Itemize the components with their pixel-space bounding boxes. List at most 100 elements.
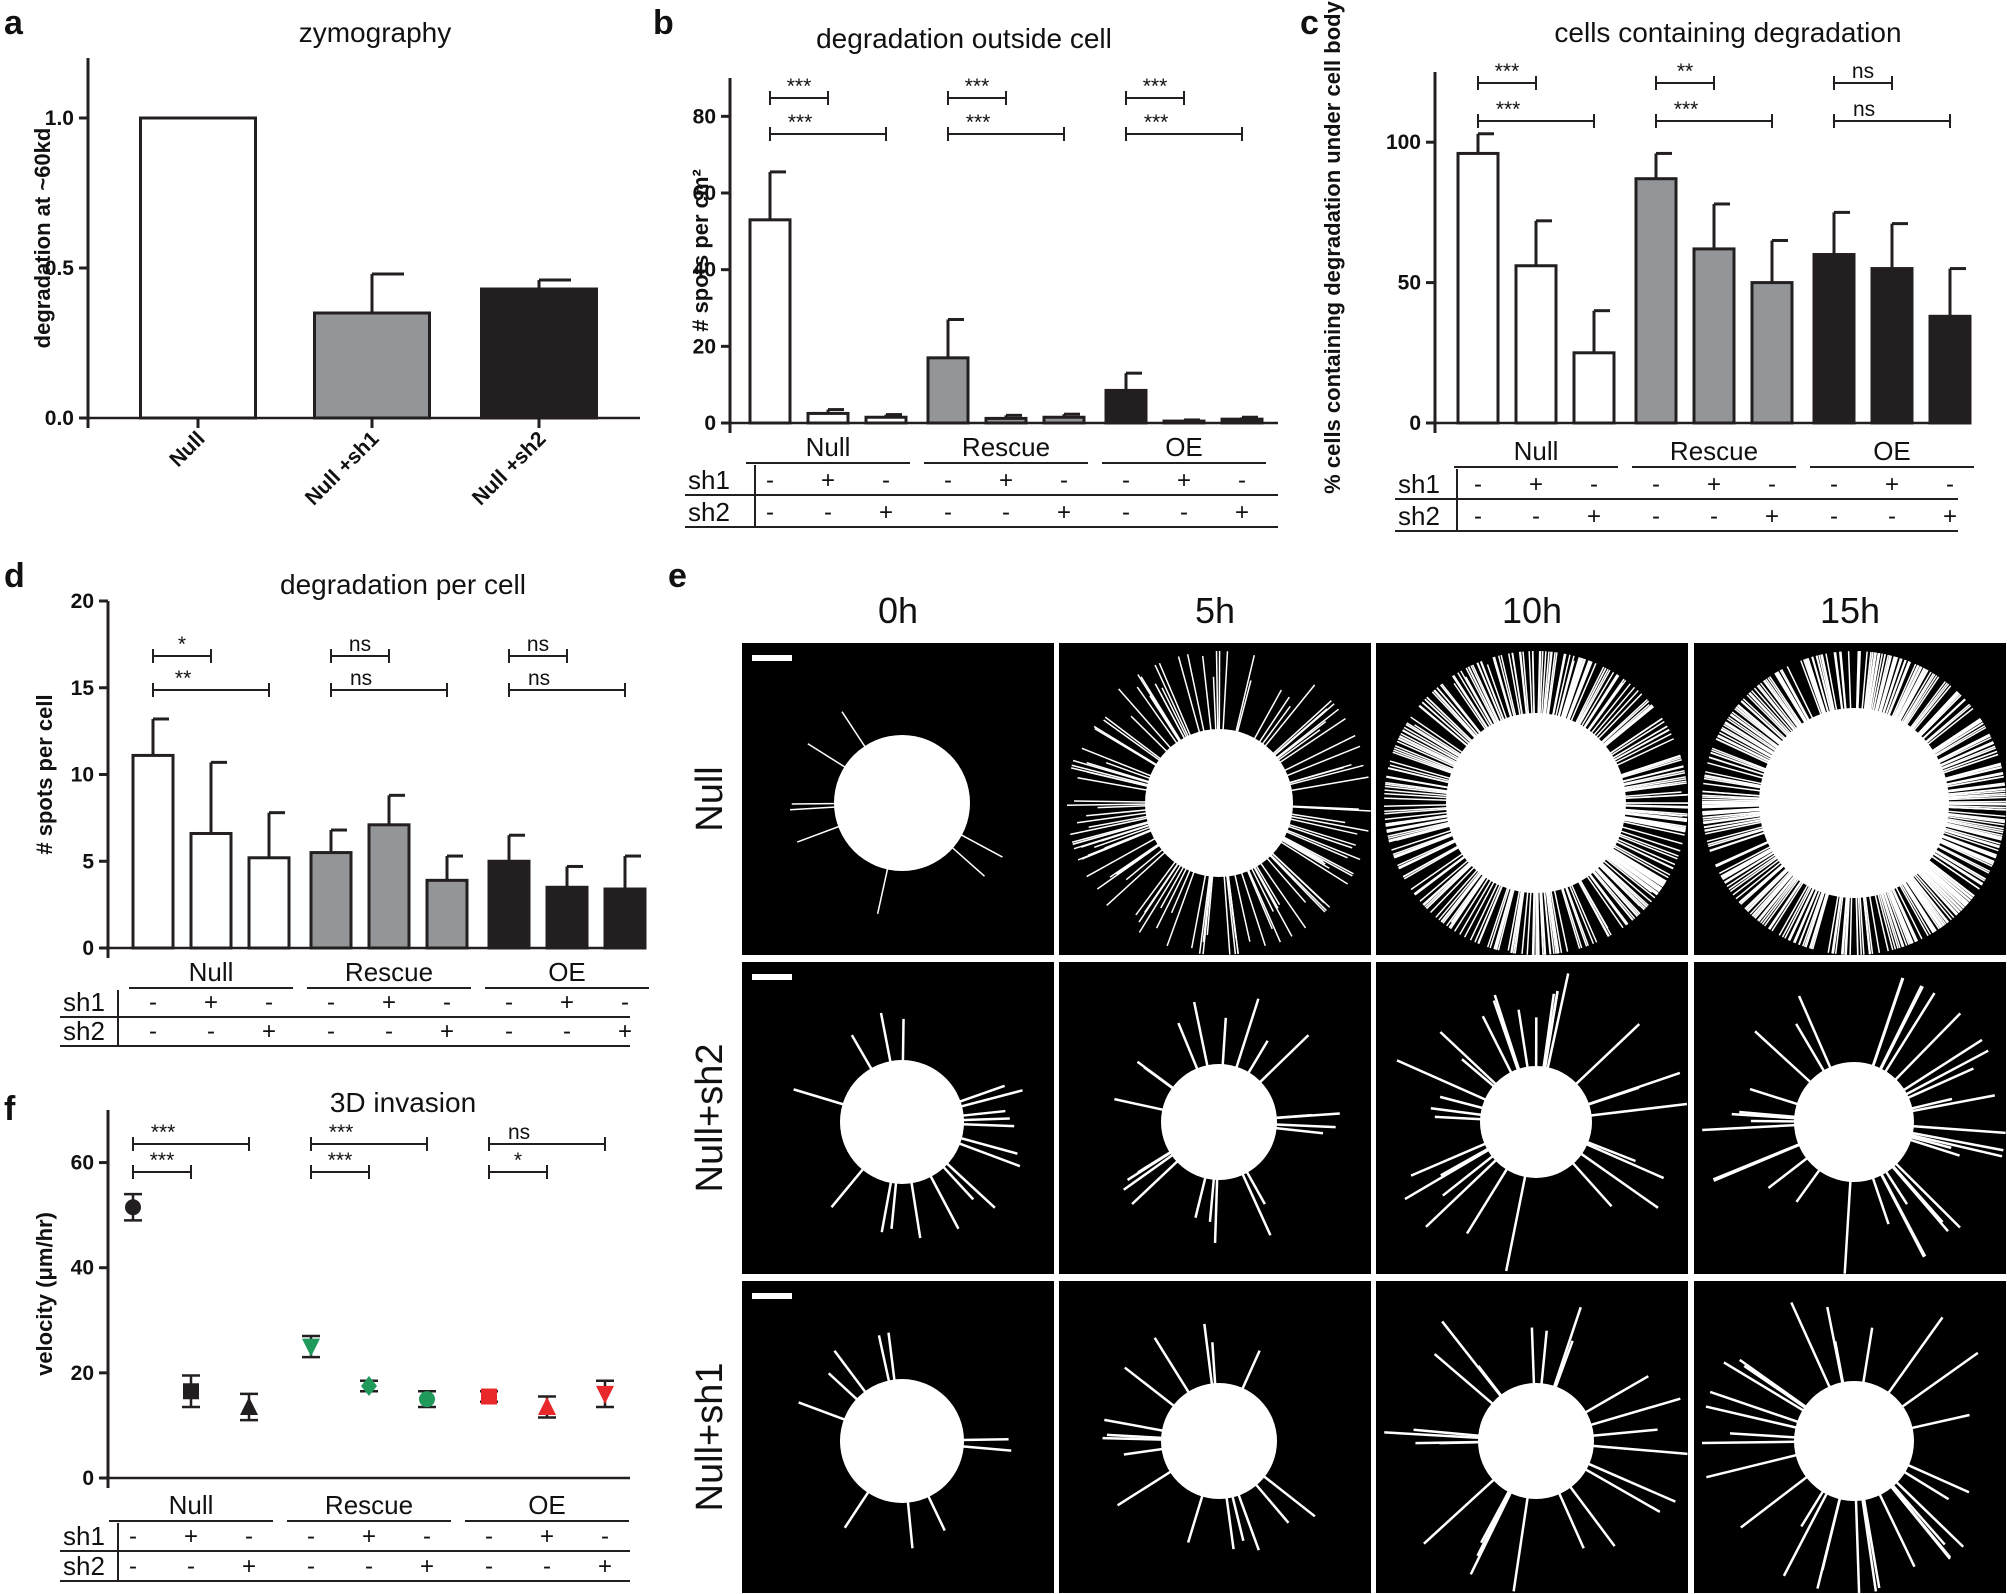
panel-c-sh2-cell: + bbox=[1943, 503, 1957, 530]
panel-d-bar bbox=[189, 831, 233, 950]
panel-f-group-label: Rescue bbox=[325, 1490, 413, 1520]
panel-c-sh1-cell: - bbox=[1768, 471, 1776, 498]
panel-b-bar bbox=[1162, 419, 1206, 425]
panel-f-marker bbox=[361, 1376, 377, 1396]
panel-b-bar bbox=[984, 416, 1028, 425]
panel-a-y-axis-label: degradation at ~60kd bbox=[30, 128, 55, 349]
panel-c-title: cells containing degradation bbox=[1554, 17, 1901, 48]
panel-d-y-tick-label: 20 bbox=[71, 590, 94, 613]
panel-c-sig-label: ** bbox=[1677, 60, 1693, 83]
panel-b-group-label: OE bbox=[1165, 432, 1203, 462]
panel-b-sh1-cell: + bbox=[1177, 467, 1191, 494]
spheroid-body bbox=[840, 1379, 964, 1503]
panel-label-f: f bbox=[4, 1090, 16, 1128]
invading-cell bbox=[1883, 1469, 1965, 1548]
panel-d-bar bbox=[131, 753, 175, 950]
panel-d-sh2-cell: + bbox=[618, 1018, 632, 1045]
panel-b-bar bbox=[864, 415, 908, 425]
panel-b-sh2-cell: - bbox=[1122, 499, 1130, 526]
panel-d-group-label: Null bbox=[189, 957, 234, 987]
panel-b-sig-label: *** bbox=[1144, 111, 1169, 134]
micrograph-tile bbox=[1694, 643, 2007, 955]
panel-d-sh2-cell: + bbox=[262, 1018, 276, 1045]
panel-label-b: b bbox=[653, 4, 674, 42]
invading-cell bbox=[1816, 1481, 1846, 1589]
panel-a-title: zymography bbox=[299, 17, 452, 48]
panel-b-sh1-cell: - bbox=[766, 467, 774, 494]
panel-f-sh1-cell: + bbox=[540, 1523, 554, 1550]
panel-b-sh1-cell: - bbox=[1060, 467, 1068, 494]
panel-f-marker bbox=[481, 1388, 497, 1405]
panel-b-y-tick-label: 80 bbox=[693, 105, 716, 128]
panel-c-chart: 0 50 100 cells containing degradation % cell… bbox=[1320, 0, 1974, 532]
invading-cell bbox=[1888, 1038, 1983, 1101]
invading-cell bbox=[1567, 1143, 1659, 1209]
panel-f-sh1-cell: - bbox=[307, 1523, 315, 1550]
panel-c-sh2-cell: - bbox=[1888, 503, 1896, 530]
panel-b-sh1-cell: + bbox=[999, 467, 1013, 494]
invading-cell bbox=[1895, 1123, 2006, 1135]
spheroid-body bbox=[1446, 713, 1626, 893]
invading-cell bbox=[1895, 1128, 2004, 1152]
panel-d-y-tick-label: 10 bbox=[71, 764, 94, 787]
invading-cell bbox=[1576, 1443, 1688, 1456]
spheroid-body bbox=[1161, 1064, 1277, 1180]
panel-b-row-label-sh2: sh2 bbox=[688, 497, 730, 527]
panel-d-bar bbox=[545, 885, 589, 950]
panel-d-bar bbox=[309, 851, 353, 950]
panel-f-sig-label: *** bbox=[151, 1121, 176, 1144]
panel-d-y-tick-label: 5 bbox=[82, 850, 94, 873]
spheroid-body bbox=[1759, 708, 1949, 898]
panel-a-chart: 0.0 0.5 1.0 zymography degradation at ~60kd N… bbox=[30, 17, 640, 510]
panel-d-sh1-cell: - bbox=[621, 989, 629, 1016]
panel-c-sh2-cell: - bbox=[1710, 503, 1718, 530]
panel-d-row-label-sh2: sh2 bbox=[63, 1016, 105, 1046]
panel-f-group-label: OE bbox=[528, 1490, 566, 1520]
panel-b-sh2-cell: - bbox=[944, 499, 952, 526]
panel-e-micrographs: 0h 5h 10h 15h Null Null+sh2 Null+sh1 bbox=[689, 590, 2007, 1593]
invading-cell bbox=[1423, 1467, 1507, 1545]
invading-cell bbox=[1782, 1477, 1836, 1577]
panel-c-sh1-cell: + bbox=[1885, 471, 1899, 498]
panel-f-sh1-cell: - bbox=[245, 1523, 253, 1550]
panel-f-marker bbox=[419, 1391, 435, 1408]
panel-f-sig-label: *** bbox=[328, 1149, 353, 1172]
panel-f-y-tick-label: 40 bbox=[71, 1257, 94, 1280]
panel-d-sh1-cell: - bbox=[505, 989, 513, 1016]
panel-f-group-label: Null bbox=[169, 1490, 214, 1520]
panel-c-bar bbox=[1870, 267, 1914, 425]
invading-cell bbox=[1890, 1049, 1989, 1104]
panel-f-sh1-cell: + bbox=[362, 1523, 376, 1550]
panel-d-sh1-cell: + bbox=[382, 989, 396, 1016]
micrograph-tile bbox=[742, 1281, 1054, 1593]
scale-bar bbox=[752, 1293, 792, 1299]
micrograph-tile bbox=[742, 962, 1054, 1274]
panel-f-sh2-cell: - bbox=[129, 1553, 137, 1580]
condition-label: Null+sh2 bbox=[689, 1044, 731, 1193]
panel-c-sh1-cell: - bbox=[1830, 471, 1838, 498]
panel-b-sig-label: *** bbox=[1143, 75, 1168, 98]
invading-cell bbox=[1882, 1012, 1962, 1093]
panel-d-y-tick-label: 15 bbox=[71, 677, 95, 700]
invading-cell bbox=[1563, 1023, 1641, 1096]
panel-label-e: e bbox=[668, 557, 687, 595]
panel-a-bar bbox=[313, 311, 431, 420]
panel-c-y-tick-label: 50 bbox=[1398, 272, 1421, 295]
panel-d-sh1-cell: - bbox=[265, 989, 273, 1016]
panel-c-group-label: Rescue bbox=[1670, 436, 1758, 466]
panel-c-bar bbox=[1514, 264, 1558, 425]
panel-c-sh2-cell: + bbox=[1765, 503, 1779, 530]
invading-cell bbox=[1875, 992, 1936, 1088]
invading-cell bbox=[1843, 1163, 1853, 1274]
spheroid-body bbox=[1794, 1381, 1914, 1501]
panel-c-sh1-cell: - bbox=[1474, 471, 1482, 498]
panel-c-sh2-cell: - bbox=[1652, 503, 1660, 530]
panel-f-sh2-cell: - bbox=[307, 1553, 315, 1580]
panel-d-sh1-cell: - bbox=[443, 989, 451, 1016]
panel-d-sh2-cell: + bbox=[440, 1018, 454, 1045]
micrograph-tile bbox=[1376, 643, 1689, 956]
panel-d-sig-label: * bbox=[178, 633, 186, 656]
spheroid-body bbox=[1794, 1062, 1914, 1182]
panel-f-sh2-cell: - bbox=[485, 1553, 493, 1580]
